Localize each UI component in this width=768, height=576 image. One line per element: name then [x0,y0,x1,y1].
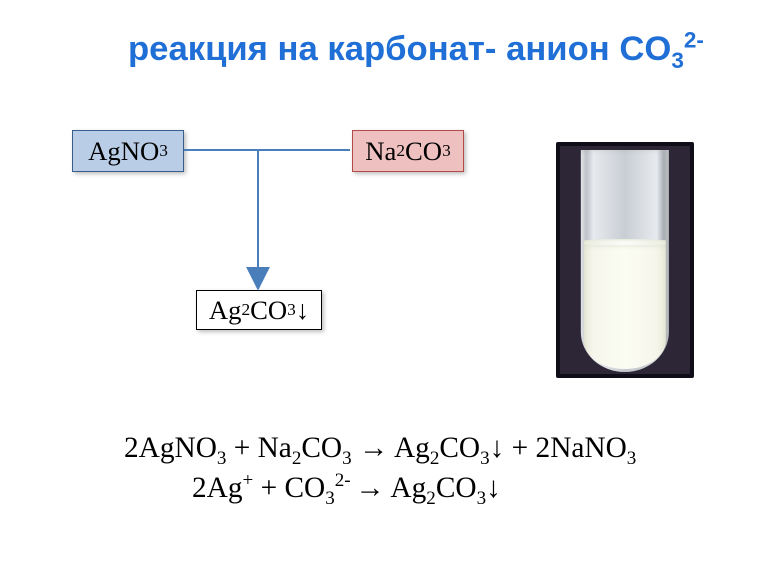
slide-root: { "canvas": { "width": 768, "height": 57… [0,0,768,576]
equation-ionic: 2Ag+ + CO32- → Ag2CO3↓ [192,472,501,505]
title-prefix: реакция на карбонат- анион [128,30,619,68]
equation-molecular: 2AgNO3 + Na2CO3 → Ag2CO3↓ + 2NaNO3 [124,432,636,465]
precipitate-liquid [584,240,666,369]
test-tube-photo [556,142,694,378]
liquid-meniscus [584,239,666,247]
slide-title: реакция на карбонат- анион CO32- [128,30,704,69]
reaction-arrows [72,130,472,330]
title-formula-base: CO [619,30,671,68]
title-formula-sup: 2- [684,27,704,52]
title-formula-sub: 3 [671,48,684,73]
test-tube-glass [581,150,669,372]
